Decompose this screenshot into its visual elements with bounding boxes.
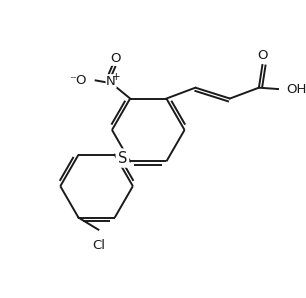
Text: O: O bbox=[110, 52, 121, 65]
Text: Cl: Cl bbox=[92, 239, 105, 252]
Text: +: + bbox=[112, 72, 121, 82]
Text: OH: OH bbox=[286, 83, 306, 96]
Text: N: N bbox=[106, 75, 116, 88]
Text: O: O bbox=[257, 49, 268, 63]
Text: ⁻O: ⁻O bbox=[69, 74, 87, 87]
Text: S: S bbox=[118, 150, 127, 166]
